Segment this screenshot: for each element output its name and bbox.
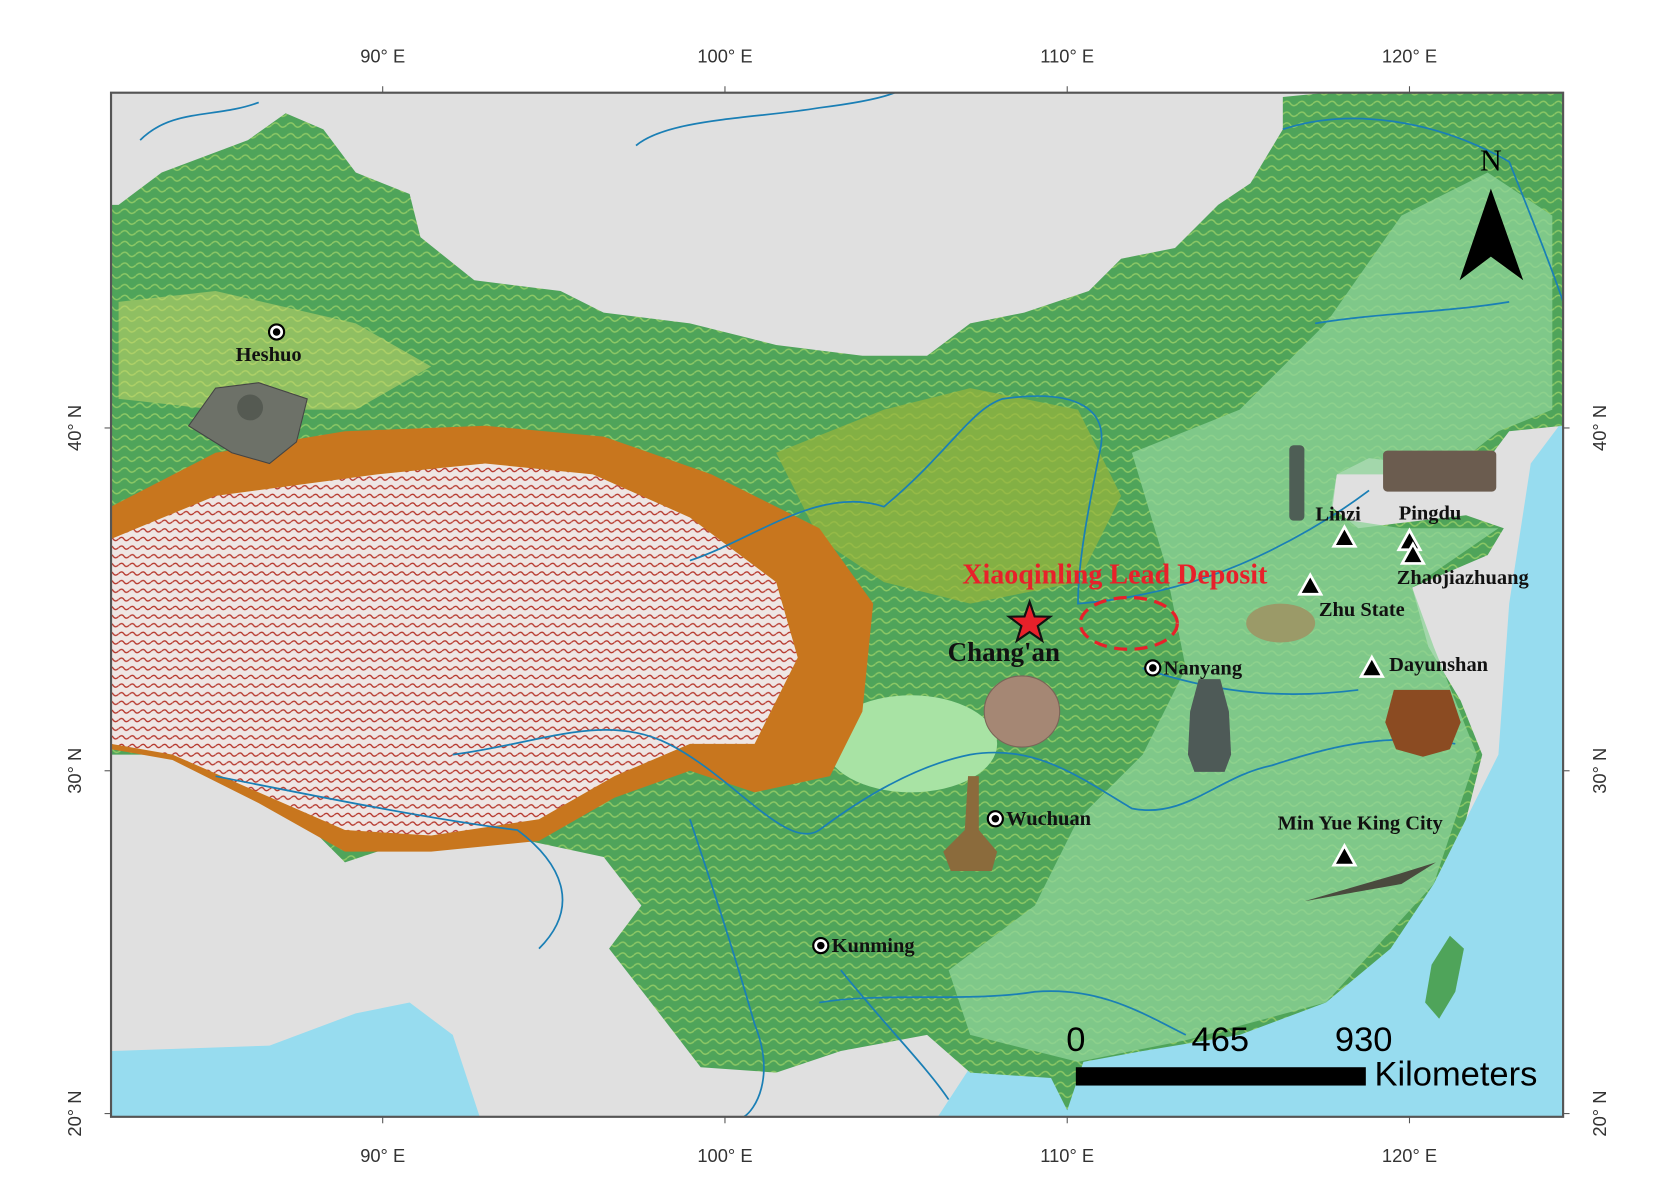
deposit-area-outline bbox=[1078, 595, 1179, 651]
artifact-bronze-vase bbox=[943, 776, 998, 872]
lon-label-bottom: 110° E bbox=[1040, 1145, 1094, 1166]
lon-label-top: 120° E bbox=[1382, 46, 1437, 67]
mekong-river bbox=[689, 819, 765, 1117]
yangtze-river bbox=[452, 728, 1456, 835]
capital-star-icon bbox=[1005, 598, 1054, 644]
artifact-dagger bbox=[1289, 445, 1305, 521]
lon-label-top: 100° E bbox=[697, 46, 752, 67]
site-marker: Zhaojiazhuang bbox=[1397, 541, 1530, 589]
scale-label-0: 0 bbox=[1066, 1021, 1085, 1059]
city-label: Nanyang bbox=[1164, 657, 1243, 679]
lon-label-bottom: 120° E bbox=[1382, 1145, 1437, 1166]
lon-label-bottom: 100° E bbox=[697, 1145, 752, 1166]
sichuan-basin bbox=[824, 695, 998, 793]
lat-label-right: 40° N bbox=[1589, 405, 1610, 451]
loess-plateau bbox=[776, 388, 1122, 604]
deposit-label: Xiaoqinling Lead Deposit bbox=[962, 559, 1268, 590]
songhua-river bbox=[1315, 300, 1510, 325]
map-frame bbox=[109, 91, 1565, 1118]
site-triangle-icon bbox=[1331, 842, 1358, 867]
pearl-river bbox=[819, 990, 1187, 1036]
artifact-coin-mould bbox=[1383, 450, 1497, 492]
mongolia-river bbox=[635, 92, 896, 147]
artifact-bronze-mirror bbox=[983, 675, 1061, 748]
site-marker: Dayunshan bbox=[1358, 654, 1489, 678]
lat-label-left: 40° N bbox=[64, 405, 85, 451]
yellow-river bbox=[689, 395, 1370, 605]
city-dot-icon bbox=[1149, 664, 1157, 672]
site-triangle-icon bbox=[1331, 524, 1358, 548]
tarim-basin bbox=[118, 291, 432, 410]
site-label: Min Yue King City bbox=[1278, 813, 1444, 835]
rivers bbox=[139, 92, 1564, 1117]
lat-label-left: 30° N bbox=[64, 748, 85, 794]
scale-label-2: 930 bbox=[1335, 1021, 1393, 1059]
site-triangle-icon bbox=[1358, 654, 1385, 678]
artifact-boss bbox=[237, 394, 264, 421]
city-label: Heshuo bbox=[236, 344, 302, 366]
site-triangle-icon bbox=[1399, 541, 1426, 565]
sea-east bbox=[937, 420, 1564, 1117]
lon-label-top: 90° E bbox=[360, 46, 405, 67]
site-marker: Zhu State bbox=[1297, 572, 1405, 621]
site-label: Zhaojiazhuang bbox=[1397, 567, 1530, 589]
lon-label-top: 110° E bbox=[1040, 46, 1094, 67]
tibetan-plateau bbox=[111, 463, 798, 836]
scale-bar: 0 465 930 Kilometers bbox=[1066, 1021, 1537, 1093]
artifact-bronze-plaque bbox=[187, 382, 308, 465]
city-dot-icon bbox=[272, 328, 281, 336]
site-triangle-icon bbox=[1297, 572, 1324, 596]
north-label: N bbox=[1480, 143, 1502, 177]
sea-bay-of-bengal bbox=[111, 1002, 480, 1117]
site-marker: Linzi bbox=[1315, 503, 1361, 548]
north-arrow-icon bbox=[1459, 188, 1524, 281]
xinjiang-river bbox=[139, 101, 260, 141]
north-arrow: N bbox=[1459, 143, 1524, 281]
scale-label-1: 465 bbox=[1192, 1021, 1250, 1059]
graticule-ticks: 90° E 90° E 100° E 100° E 110° E 110° E 120° E… bbox=[64, 46, 1610, 1167]
lat-label-left: 20° N bbox=[64, 1091, 85, 1137]
city-marker: Nanyang bbox=[1144, 657, 1243, 679]
lat-label-right: 30° N bbox=[1589, 748, 1610, 794]
city-label: Wuchuan bbox=[1006, 808, 1092, 830]
artifact-hu-vessel bbox=[1187, 679, 1232, 772]
site-markers: Heshuo Nanyang Wuchuan Kunming Linzi Pingdu Zh… bbox=[236, 323, 1530, 957]
city-marker: Kunming bbox=[812, 935, 916, 957]
capital-label: Chang'an bbox=[948, 637, 1060, 667]
artifact-pottery-jar bbox=[1385, 689, 1461, 757]
brahmaputra-river bbox=[215, 775, 564, 950]
city-label: Kunming bbox=[832, 935, 916, 957]
scale-bar-rect bbox=[1075, 1067, 1366, 1086]
artifact-bi-disc bbox=[1246, 603, 1316, 643]
site-label: Dayunshan bbox=[1389, 654, 1489, 676]
huai-river bbox=[1142, 667, 1359, 696]
city-marker: Heshuo bbox=[236, 323, 302, 366]
scale-unit: Kilometers bbox=[1374, 1056, 1537, 1094]
lon-label-bottom: 90° E bbox=[360, 1145, 405, 1166]
city-dot-icon bbox=[991, 814, 1000, 823]
site-label: Zhu State bbox=[1319, 599, 1405, 621]
site-label: Linzi bbox=[1315, 503, 1361, 525]
city-dot-icon bbox=[817, 941, 825, 950]
site-marker: Min Yue King City bbox=[1278, 813, 1444, 867]
site-label: Pingdu bbox=[1399, 503, 1462, 525]
city-marker: Wuchuan bbox=[986, 808, 1092, 830]
lat-label-right: 20° N bbox=[1589, 1091, 1610, 1137]
amur-river bbox=[1282, 117, 1564, 303]
red-river bbox=[840, 969, 950, 1101]
taiwan bbox=[1425, 935, 1464, 1019]
